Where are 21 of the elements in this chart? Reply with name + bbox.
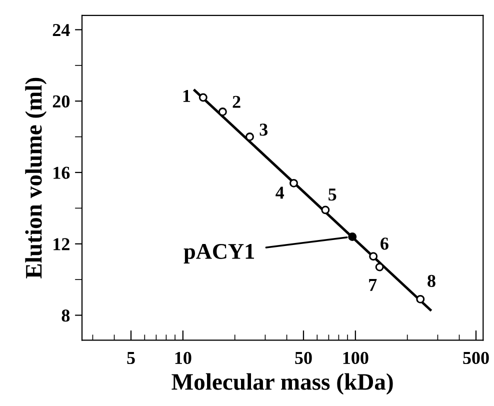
x-tick-label: 100 xyxy=(343,352,368,364)
annotation: pACY1 xyxy=(184,244,254,264)
y-tick-label: 12 xyxy=(54,238,70,250)
y-axis-title: Elution volume (ml) xyxy=(25,78,47,278)
x-tick-label: 500 xyxy=(463,352,489,364)
annotation: 6 xyxy=(380,238,388,250)
annotation: 2 xyxy=(232,96,240,108)
x-tick-label: 5 xyxy=(127,352,135,364)
x-tick-label: 50 xyxy=(295,352,312,364)
annotation: 5 xyxy=(328,188,336,201)
y-tick-label: 20 xyxy=(52,95,70,108)
y-tick-label: 24 xyxy=(52,24,70,36)
annotation: 4 xyxy=(276,186,284,199)
y-tick-label: 8 xyxy=(62,310,70,322)
annotation: 7 xyxy=(369,279,377,291)
annotation: 8 xyxy=(428,274,436,288)
annotation: 1 xyxy=(183,90,190,102)
annotation: 3 xyxy=(260,124,268,136)
y-tick-label: 16 xyxy=(54,166,70,179)
x-axis-title: Molecular mass (kDa) xyxy=(172,373,393,395)
x-tick-label: 10 xyxy=(175,352,192,364)
